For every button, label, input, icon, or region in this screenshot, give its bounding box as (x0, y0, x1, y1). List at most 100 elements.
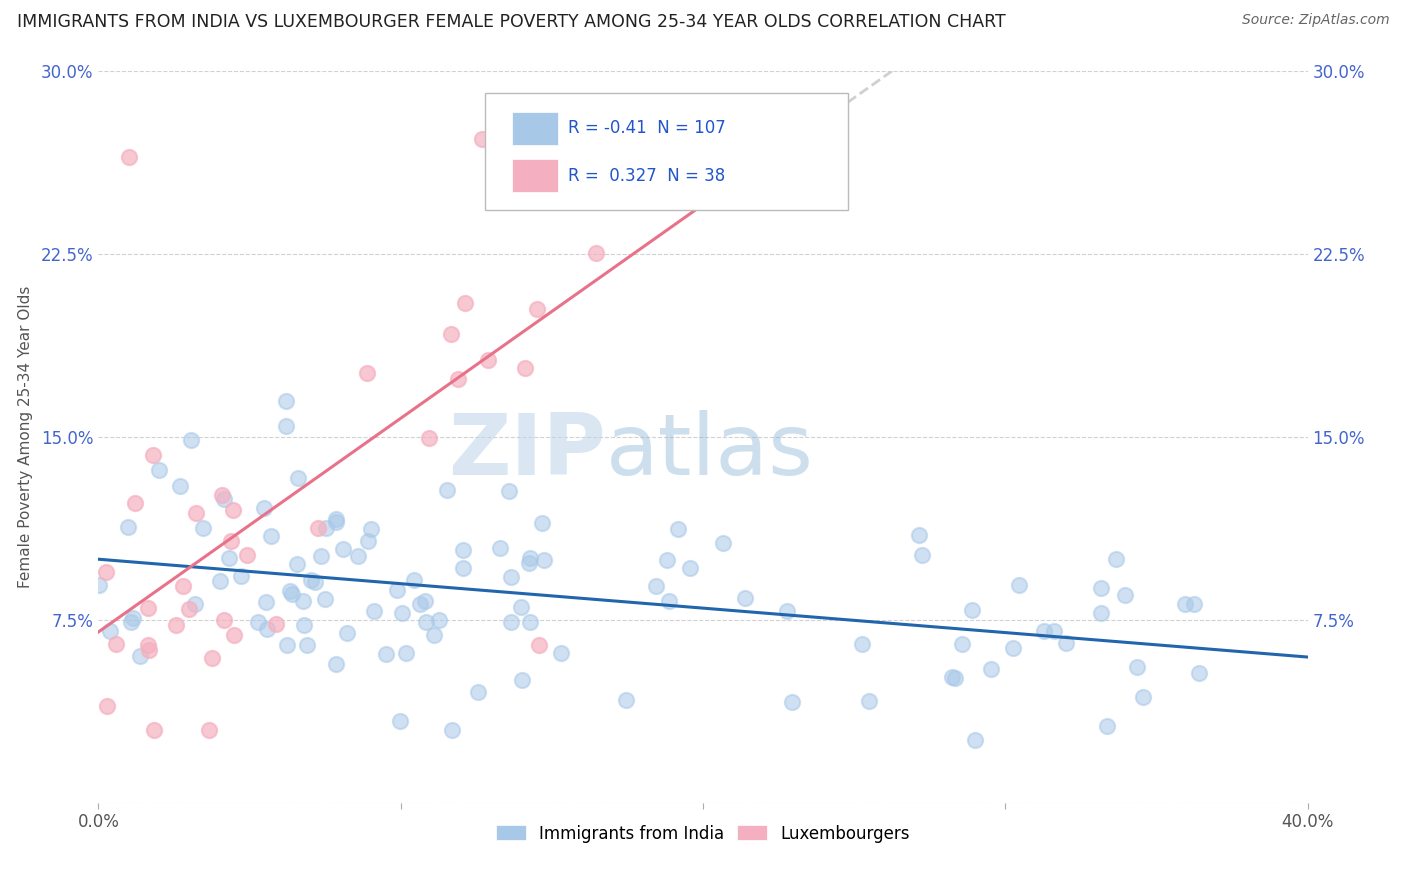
Point (96, 565, 118, 579)
Point (120, 615, 142, 629)
Point (467, 685, 489, 699)
Point (585, 245, 607, 260)
Point (256, 623, 278, 637)
Point (679, 561, 702, 575)
FancyBboxPatch shape (485, 94, 848, 211)
FancyBboxPatch shape (512, 159, 558, 192)
Point (451, 561, 474, 575)
Point (325, 512, 347, 526)
Point (780, 695, 803, 709)
Text: atlas: atlas (606, 410, 814, 493)
Point (1032, 624, 1054, 639)
Point (477, 353, 499, 368)
Point (211, 488, 233, 502)
Point (960, 603, 983, 617)
Point (858, 694, 880, 708)
Point (530, 516, 553, 530)
Point (657, 553, 679, 567)
Point (184, 506, 207, 520)
Point (980, 662, 1002, 676)
Point (198, 723, 221, 737)
Point (299, 573, 322, 587)
Point (325, 515, 347, 529)
Text: IMMIGRANTS FROM INDIA VS LUXEMBOURGER FEMALE POVERTY AMONG 25-34 YEAR OLDS CORRE: IMMIGRANTS FROM INDIA VS LUXEMBOURGER FE… (17, 13, 1005, 31)
Point (1008, 578, 1031, 592)
Point (274, 394, 297, 409)
Point (148, 463, 170, 477)
Point (711, 536, 734, 550)
Point (498, 483, 520, 498)
Point (87, 578, 110, 592)
Point (136, 601, 159, 615)
Point (404, 573, 426, 587)
Point (1132, 690, 1154, 704)
Point (1114, 588, 1136, 602)
Point (776, 604, 799, 618)
Point (357, 534, 380, 549)
Point (1095, 719, 1118, 733)
Point (658, 593, 681, 607)
Point (212, 492, 235, 507)
Point (236, 549, 259, 563)
Point (142, 448, 165, 462)
Point (1125, 660, 1147, 674)
Point (276, 418, 298, 433)
Point (285, 557, 308, 571)
Point (911, 548, 934, 562)
Point (222, 628, 245, 642)
Point (517, 556, 540, 570)
Point (529, 638, 551, 652)
Point (143, 723, 166, 737)
Point (440, 327, 463, 342)
Point (360, 522, 382, 536)
Point (787, 177, 810, 191)
Point (314, 591, 336, 606)
Point (104, 636, 127, 650)
Point (666, 522, 689, 536)
Point (218, 551, 240, 566)
Point (1090, 581, 1112, 595)
Point (292, 618, 315, 632)
Point (489, 541, 512, 555)
Point (356, 366, 378, 380)
Point (965, 733, 987, 747)
Point (1001, 641, 1024, 656)
Legend: Immigrants from India, Luxembourgers: Immigrants from India, Luxembourgers (489, 818, 917, 849)
Point (278, 584, 301, 599)
Point (1105, 552, 1128, 566)
Point (1188, 666, 1211, 681)
Point (415, 615, 437, 629)
Point (1090, 606, 1112, 620)
Point (295, 638, 318, 652)
Point (1054, 636, 1077, 650)
Point (533, 552, 555, 566)
Point (526, 301, 548, 316)
Point (409, 597, 432, 611)
Point (941, 670, 963, 684)
Point (124, 496, 146, 510)
Point (451, 542, 474, 557)
Point (734, 591, 756, 606)
Point (118, 150, 141, 164)
Point (136, 638, 159, 652)
Point (395, 646, 418, 660)
Point (453, 296, 475, 310)
Point (1174, 597, 1197, 611)
Point (222, 503, 245, 517)
Point (499, 615, 522, 629)
Point (264, 617, 287, 632)
Point (550, 646, 572, 660)
Point (614, 692, 637, 706)
Point (219, 533, 242, 548)
Point (96, 698, 118, 713)
Point (307, 521, 329, 535)
Point (229, 569, 252, 583)
Point (391, 606, 413, 620)
Point (325, 657, 347, 671)
Point (98, 624, 121, 639)
Point (519, 615, 541, 629)
Point (413, 593, 436, 607)
Point (260, 528, 283, 542)
Point (385, 583, 408, 598)
Point (851, 637, 873, 651)
